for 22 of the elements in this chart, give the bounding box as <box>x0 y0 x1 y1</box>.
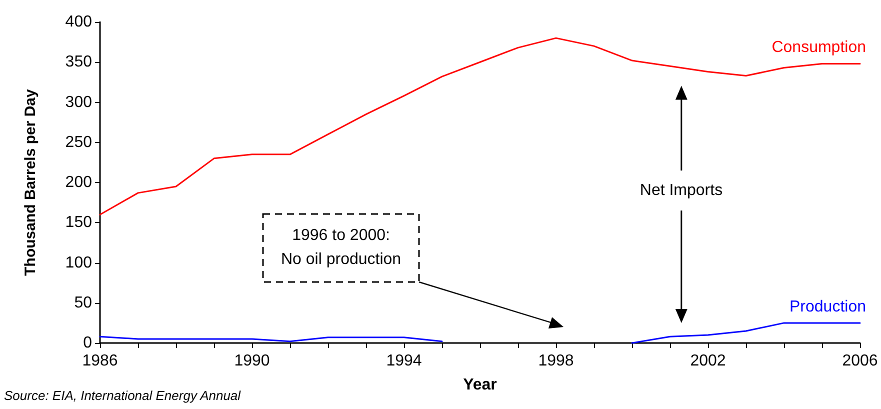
series-label: Production <box>790 298 866 316</box>
y-tick-label: 250 <box>65 134 92 151</box>
y-tick-label: 350 <box>65 54 92 71</box>
y-tick-label: 50 <box>74 294 92 312</box>
x-tick-label: 2002 <box>690 352 726 370</box>
y-tick-label: 200 <box>65 174 92 191</box>
x-tick-label: 1990 <box>234 352 270 370</box>
x-tick-label: 2006 <box>842 352 878 370</box>
series-label: Consumption <box>772 39 866 56</box>
annotation: Net Imports <box>640 180 723 201</box>
x-tick-label: 1986 <box>82 352 118 370</box>
y-tick-label: 300 <box>65 94 92 111</box>
y-tick-label: 400 <box>65 14 92 30</box>
x-tick-label: 1998 <box>538 352 574 370</box>
x-axis-title: Year <box>463 376 497 394</box>
y-tick-label: 0 <box>83 334 92 352</box>
y-tick-label: 150 <box>65 214 92 232</box>
source-note: Source: EIA, International Energy Annual <box>4 388 241 404</box>
x-tick-label: 1994 <box>386 352 422 370</box>
annotation: 1996 to 2000: No oil production <box>281 226 402 270</box>
y-axis-title: Thousand Barrels per Day <box>22 88 39 276</box>
y-tick-label: 100 <box>65 254 92 272</box>
